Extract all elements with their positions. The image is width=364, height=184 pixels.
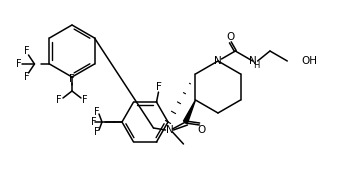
Text: F: F	[56, 95, 62, 105]
Text: N: N	[166, 125, 173, 135]
Text: F: F	[91, 117, 97, 127]
Text: F: F	[16, 59, 21, 69]
Text: F: F	[94, 107, 100, 117]
Text: N: N	[249, 56, 257, 66]
Text: F: F	[94, 127, 100, 137]
Text: F: F	[24, 72, 29, 82]
Text: H: H	[253, 61, 260, 70]
Text: F: F	[69, 74, 75, 84]
Text: F: F	[24, 46, 29, 56]
Text: O: O	[226, 32, 234, 42]
Text: OH: OH	[301, 56, 317, 66]
Polygon shape	[183, 100, 195, 123]
Text: O: O	[197, 125, 206, 135]
Text: N: N	[214, 56, 222, 66]
Text: F: F	[155, 82, 162, 92]
Text: F: F	[82, 95, 88, 105]
